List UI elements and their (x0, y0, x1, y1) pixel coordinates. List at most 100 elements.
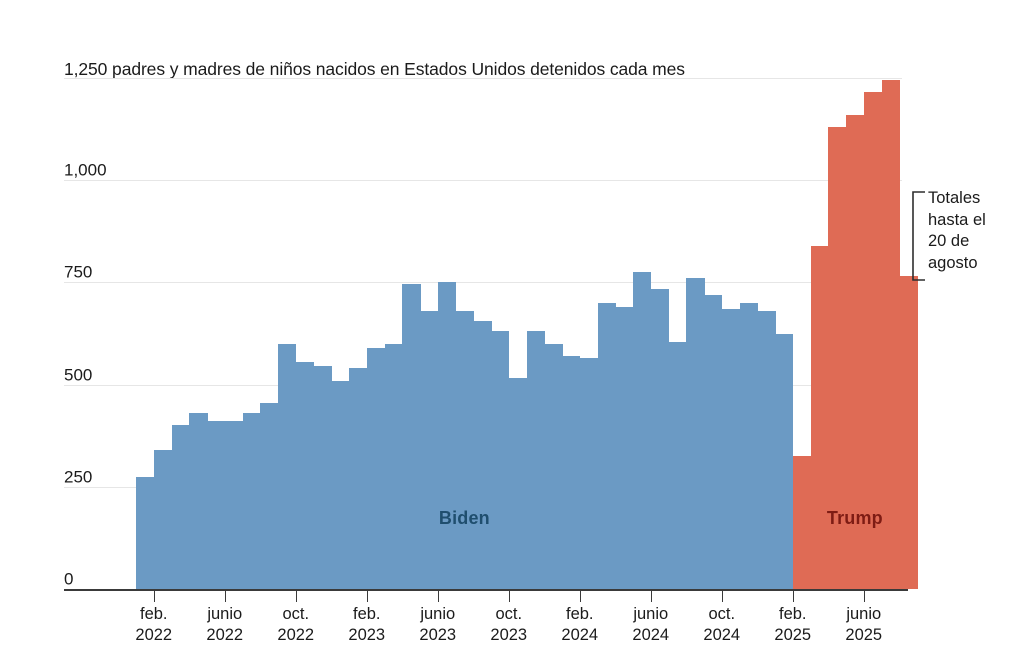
annotation-line-4: agosto (928, 253, 978, 272)
x-tick-year: 2024 (632, 626, 670, 644)
bar (579, 358, 599, 589)
bar (171, 425, 190, 589)
bar (384, 343, 403, 589)
x-axis-tick (366, 591, 369, 602)
bar (136, 476, 155, 589)
gridline-1250 (64, 78, 902, 79)
x-tick-year: 2022 (135, 626, 173, 644)
bar (437, 282, 457, 589)
y-axis-tick-label-250: 250 (64, 467, 93, 487)
x-axis-baseline (64, 589, 908, 591)
bar (295, 362, 315, 589)
x-tick-month: junio (207, 605, 243, 623)
bar (402, 284, 421, 589)
x-axis-tick-label: feb. 2024 (561, 604, 598, 646)
x-tick-year: 2023 (419, 626, 457, 644)
x-axis-tick (579, 591, 582, 602)
bar (792, 456, 812, 589)
bar (668, 341, 687, 589)
x-tick-year: 2023 (348, 626, 386, 644)
x-axis-tick (437, 591, 440, 602)
x-axis-tick-label: feb. 2025 (774, 604, 811, 646)
x-tick-month: oct. (495, 605, 523, 623)
y-axis-tick-label-1000: 1,000 (64, 160, 107, 180)
x-axis-tick (153, 591, 156, 602)
bar (544, 343, 563, 589)
bar (224, 421, 244, 589)
bar (313, 366, 332, 589)
x-axis-tick (721, 591, 724, 602)
bar (775, 333, 794, 589)
x-axis-tick-label: feb. 2023 (348, 604, 385, 646)
bar (686, 278, 705, 589)
bar (739, 302, 758, 589)
bar (810, 245, 829, 589)
bar (615, 306, 634, 589)
bar (260, 402, 279, 589)
x-tick-month: feb. (565, 605, 594, 623)
bar (597, 302, 616, 589)
y-axis-tick-label-0: 0 (64, 569, 74, 589)
bar (881, 80, 900, 589)
era-label-trump: Trump (826, 508, 883, 528)
x-tick-year: 2022 (206, 626, 244, 644)
bar (633, 272, 652, 589)
bar (189, 413, 208, 589)
bar (526, 331, 545, 589)
x-tick-month: feb. (139, 605, 168, 623)
bar (349, 368, 368, 589)
bar (473, 321, 492, 589)
x-tick-year: 2025 (845, 626, 883, 644)
bar (420, 311, 439, 589)
x-tick-month: oct. (282, 605, 310, 623)
chart-title: 1,250 padres y madres de niños nacidos e… (64, 59, 685, 79)
bar (455, 311, 474, 589)
x-axis-tick-label: junio 2023 (419, 604, 456, 646)
annotation-line-1: Totales (928, 189, 981, 207)
era-label-biden: Biden (438, 508, 490, 528)
x-tick-month: oct. (708, 605, 736, 623)
x-axis-tick-label: oct. 2024 (703, 604, 740, 646)
bar (650, 288, 670, 589)
annotation-totales-hasta-el-20-de-agosto: Totales hasta el 20 de agosto (928, 188, 1024, 274)
x-tick-year: 2025 (774, 626, 812, 644)
x-tick-month: junio (420, 605, 456, 623)
x-axis-tick-label: feb. 2022 (135, 604, 172, 646)
gridline-500 (64, 384, 902, 386)
x-axis-tick (863, 591, 866, 602)
bar (207, 421, 226, 589)
bar (508, 378, 528, 589)
gridline-750 (64, 282, 902, 284)
annotation-line-3: 20 de (928, 232, 970, 250)
x-tick-month: junio (633, 605, 669, 623)
bar (153, 450, 173, 589)
y-axis-tick-label-750: 750 (64, 262, 93, 282)
bar (331, 380, 350, 589)
x-tick-year: 2023 (490, 626, 528, 644)
annotation-bracket-icon (912, 191, 925, 281)
x-axis-tick (508, 591, 511, 602)
x-tick-year: 2024 (561, 626, 599, 644)
x-tick-year: 2024 (703, 626, 741, 644)
x-tick-month: junio (846, 605, 882, 623)
x-axis-tick (792, 591, 795, 602)
x-tick-year: 2022 (277, 626, 315, 644)
bar (242, 413, 261, 589)
gridline-1000 (64, 180, 902, 182)
x-axis-tick-label: junio 2025 (845, 604, 882, 646)
x-axis-tick (295, 591, 298, 602)
bar (899, 276, 918, 589)
y-axis-tick-label-500: 500 (64, 365, 93, 385)
bar (721, 308, 741, 589)
gridline-250 (64, 486, 902, 488)
bar (278, 343, 297, 589)
bar (757, 311, 776, 589)
x-axis-tick (650, 591, 653, 602)
x-tick-month: feb. (352, 605, 381, 623)
bar (562, 355, 581, 589)
x-tick-month: feb. (778, 605, 807, 623)
x-axis-tick-label: oct. 2023 (490, 604, 527, 646)
x-axis-tick-label: junio 2022 (206, 604, 243, 646)
